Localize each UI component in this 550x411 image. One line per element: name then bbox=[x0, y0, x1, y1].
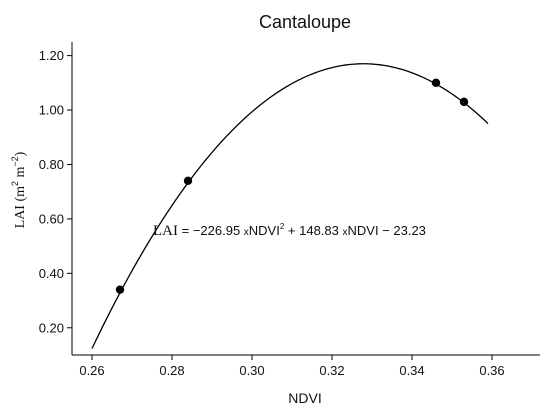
y-tick-label: 0.60 bbox=[39, 211, 64, 226]
x-tick-label: 0.36 bbox=[479, 363, 504, 378]
y-axis-label-suffix: ) bbox=[13, 151, 28, 156]
equation-part2: + 148.83 bbox=[284, 223, 342, 238]
data-points bbox=[115, 78, 469, 294]
y-axis-label-prefix: LAI (m bbox=[13, 186, 28, 228]
axes bbox=[71, 42, 540, 356]
y-tick-label: 1.00 bbox=[39, 103, 64, 118]
equation-var1: NDVI bbox=[249, 223, 280, 238]
y-axis-label-mid: m bbox=[13, 166, 28, 181]
equation-part3: NDVI − 23.23 bbox=[348, 223, 426, 238]
chart-title: Cantaloupe bbox=[259, 12, 351, 32]
equation-times1: x bbox=[244, 227, 249, 238]
y-axis-label: LAI (m2 m−2) bbox=[10, 151, 28, 228]
fit-equation: LAI = −226.95 xNDVI2 + 148.83 xNDVI − 23… bbox=[153, 222, 426, 239]
x-tick-label: 0.30 bbox=[239, 363, 264, 378]
y-tick-label: 0.40 bbox=[39, 266, 64, 281]
data-point bbox=[115, 285, 125, 294]
x-tick-label: 0.34 bbox=[399, 363, 424, 378]
y-axis-label-sup1: 2 bbox=[10, 181, 20, 186]
equation-sup: 2 bbox=[280, 222, 285, 231]
data-point bbox=[431, 78, 441, 88]
y-tick-label: 0.80 bbox=[39, 157, 64, 172]
equation-times2: x bbox=[343, 227, 348, 238]
y-tick-label: 1.20 bbox=[39, 48, 64, 63]
data-point bbox=[459, 97, 469, 107]
data-point bbox=[183, 176, 193, 186]
equation-part1: = −226.95 bbox=[178, 223, 244, 238]
x-ticks: 0.26 0.28 0.30 0.32 0.34 0.36 bbox=[79, 355, 505, 378]
y-axis-label-sup2: −2 bbox=[10, 156, 20, 166]
y-ticks: 0.20 0.40 0.60 0.80 1.00 1.20 bbox=[39, 48, 72, 335]
equation-lhs: LAI bbox=[153, 223, 178, 239]
x-tick-label: 0.32 bbox=[319, 363, 344, 378]
x-axis-label: NDVI bbox=[288, 390, 321, 406]
y-tick-label: 0.20 bbox=[39, 320, 64, 335]
x-tick-label: 0.26 bbox=[79, 363, 104, 378]
x-tick-label: 0.28 bbox=[159, 363, 184, 378]
fit-curve bbox=[91, 63, 489, 349]
